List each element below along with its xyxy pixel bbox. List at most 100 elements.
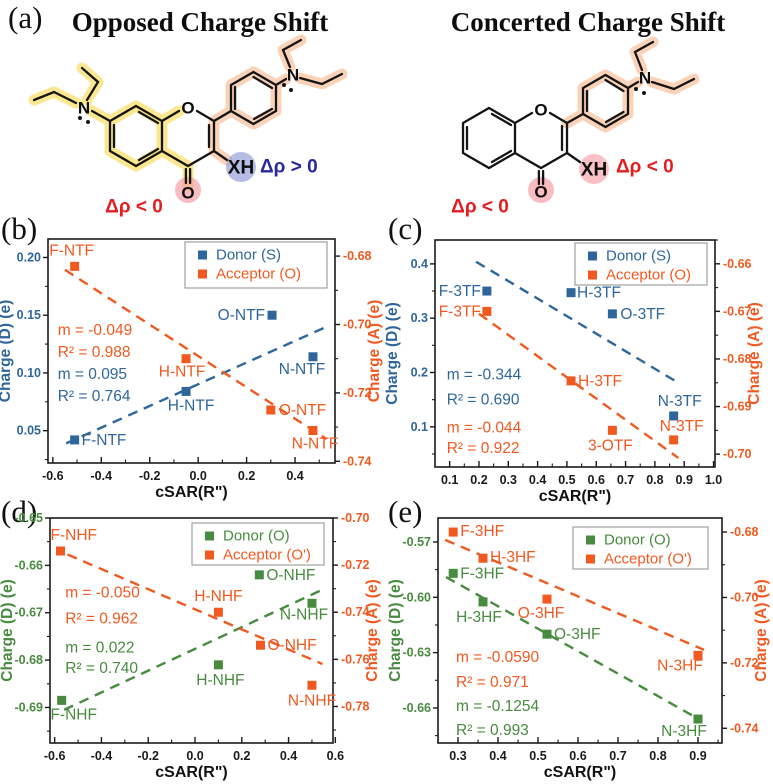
regression-stat: R² = 0.740: [65, 660, 138, 677]
panel-d-chart: -0.6 -0.4 -0.2 0.0 0.2 0.4 0.6 -0.69 -0.68 -0.67 -…: [0, 511, 381, 781]
point-label: N-3HF: [657, 657, 703, 674]
point-label: H-3HF: [490, 549, 536, 566]
y-right-tick-label: -0.67: [723, 304, 752, 318]
x-tick-label: 0.2: [238, 469, 255, 483]
x-tick-label: -0.4: [91, 469, 113, 483]
legend-label: Donor (S): [606, 248, 671, 265]
x-tick-label: 0.1: [441, 473, 458, 487]
panel-c-chart: 0.1 0.2 0.3 0.4 0.5 0.6 0.7 0.8 0.9 1.0 0.1 0.2 0.3 0…: [384, 239, 763, 505]
y-left-tick-label: -0.66: [403, 701, 432, 715]
point-label: H-NTF: [168, 397, 215, 414]
x-tick-label: 0.4: [286, 469, 303, 483]
point-label: 3-OTF: [588, 437, 633, 454]
panel-e-chart: 0.3 0.4 0.5 0.6 0.7 0.8 0.9 -0.66 -0.63 -0.60 -0.5…: [387, 517, 770, 781]
x-tick-label: 0.3: [500, 473, 517, 487]
y-left-tick-label: 0.2: [411, 366, 428, 380]
data-point: [307, 598, 317, 608]
x-axis-title: cSAR(R"): [155, 764, 227, 781]
y-left-tick-label: 0.05: [17, 424, 41, 438]
delta-rho-carbonyl-annotation: Δρ < 0: [105, 197, 163, 218]
y-right-tick-label: -0.70: [341, 511, 370, 525]
y-right-axis-title: Charge (A) (e): [746, 302, 763, 404]
legend-label: Acceptor (O'): [604, 551, 692, 568]
point-label: O-NHF: [266, 567, 315, 584]
data-point: [70, 435, 80, 445]
data-point: [181, 354, 191, 364]
point-label: O-NHF: [267, 637, 316, 654]
trend-line: [67, 553, 323, 666]
plot-frame: [49, 517, 334, 744]
data-point: [542, 629, 552, 639]
data-point: [542, 594, 552, 604]
regression-stat: R² = 0.988: [58, 344, 131, 361]
data-point: [267, 310, 277, 320]
y-left-tick-label: -0.65: [15, 511, 44, 525]
data-point: [308, 352, 318, 362]
regression-stat: m = -0.044: [447, 419, 522, 436]
x-tick-label: 0.0: [186, 749, 203, 763]
x-tick-label: 0.7: [609, 749, 626, 763]
x-tick-label: 0.4: [489, 749, 506, 763]
x-tick-label: 0.7: [617, 473, 634, 487]
x-tick-label: 0.6: [327, 749, 344, 763]
point-label: N-3TF: [660, 418, 704, 435]
trend-line: [478, 312, 680, 459]
x-tick-label: 0.8: [646, 473, 663, 487]
xh-group-label: XH: [581, 160, 607, 181]
y-left-tick-label: 0.15: [17, 308, 41, 322]
data-point: [448, 568, 458, 578]
legend-marker: [205, 550, 214, 560]
y-left-axis-title: Charge (D) (e): [387, 579, 404, 681]
x-tick-label: -0.2: [139, 469, 161, 483]
panel-e-label: (e): [388, 494, 423, 529]
y-right-tick-label: -0.74: [343, 454, 372, 468]
y-right-tick-label: -0.74: [341, 605, 370, 619]
legend-label: Acceptor (O): [216, 266, 301, 283]
y-right-tick-label: -0.66: [723, 257, 752, 271]
x-tick-label: 0.9: [676, 473, 693, 487]
y-left-tick-label: -0.68: [15, 653, 44, 667]
carbonyl-highlight-circle: [528, 177, 554, 203]
legend-marker: [205, 531, 214, 541]
panel-a-label: (a): [8, 0, 43, 35]
point-label: F-NTF: [82, 432, 127, 449]
y-left-axis-title: Charge (D) (e): [384, 302, 401, 404]
x-axis-title: cSAR(R"): [155, 484, 227, 501]
lone-pair-dots: [634, 87, 646, 95]
y-right-tick-label: -0.70: [730, 590, 759, 604]
point-label: H-3HF: [456, 609, 502, 626]
y-right-tick-label: -0.74: [730, 721, 759, 735]
point-label: N-3TF: [658, 393, 702, 410]
delta-rho-xh-annotation: Δρ < 0: [616, 157, 674, 178]
lone-pair-dots: [78, 83, 293, 124]
y-left-tick-label: -0.67: [15, 606, 44, 620]
point-label: O-NTF: [279, 402, 326, 419]
y-right-tick-label: -0.68: [343, 249, 372, 263]
opposed-molecule-structure: O O N N XH Δρ < 0 Δρ > 0: [28, 34, 348, 218]
nitrogen-label: N: [639, 69, 651, 88]
x-tick-label: 0.6: [588, 473, 605, 487]
trend-line: [64, 268, 328, 441]
data-point: [566, 376, 576, 386]
point-label: H-NTF: [159, 364, 206, 381]
y-right-tick-label: -0.72: [341, 558, 370, 572]
regression-stat: R² = 0.764: [58, 388, 131, 405]
regression-stat: m = -0.049: [58, 322, 133, 339]
legend-marker: [198, 269, 207, 279]
point-label: H-3TF: [578, 373, 622, 390]
concerted-charge-shift-title: Concerted Charge Shift: [450, 7, 726, 37]
data-point: [255, 640, 265, 650]
right-nitrogen-label: N: [287, 66, 299, 85]
x-tick-label: 0.0: [189, 469, 206, 483]
point-label: F-3TF: [439, 303, 481, 320]
left-nitrogen-label: N: [78, 99, 90, 118]
plot-frame: [47, 238, 336, 464]
point-label: H-NHF: [194, 588, 242, 605]
ring-oxygen-label: O: [181, 99, 194, 118]
data-point: [669, 435, 679, 445]
point-label: N-NTF: [292, 436, 339, 453]
regression-stat: R² = 0.971: [456, 674, 529, 691]
delta-rho-xh-annotation: Δρ > 0: [260, 157, 318, 178]
legend-marker: [586, 535, 595, 545]
x-tick-label: -0.6: [44, 749, 66, 763]
